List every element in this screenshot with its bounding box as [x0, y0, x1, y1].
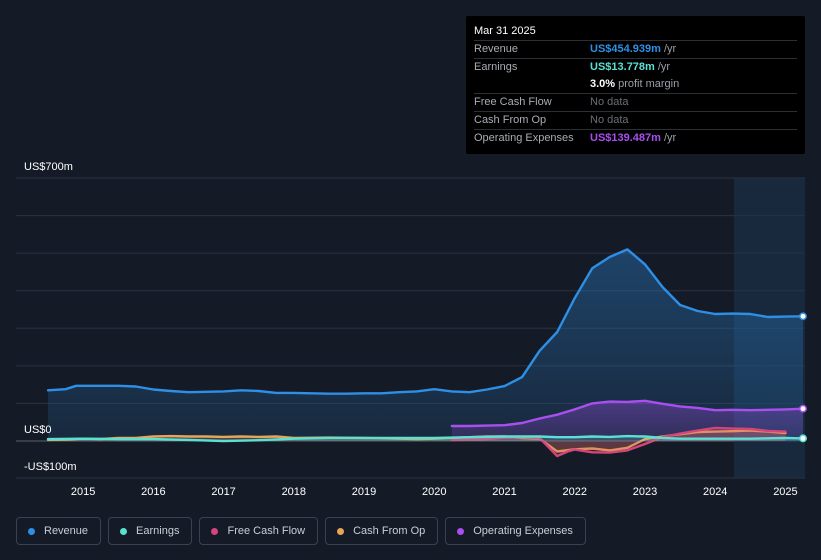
revenue-area [48, 249, 803, 441]
tooltip-label: Earnings [474, 61, 518, 73]
earnings-end-dot [799, 434, 807, 443]
cash-from-op-area [48, 430, 786, 452]
chart: US$700m US$0 -US$100m 2015 2016 2017 2018 20… [16, 161, 807, 498]
legend: Revenue Earnings Free Cash Flow Cash Fro… [16, 517, 586, 545]
revenue-line [46, 248, 805, 395]
x-tick-label: 2017 [211, 486, 235, 498]
tooltip-label: Cash From Op [474, 114, 547, 126]
tooltip-value: No data [590, 114, 629, 126]
y-tick-label-top: US$700m [24, 161, 73, 173]
legend-label: Operating Expenses [473, 525, 573, 537]
tooltip-value: US$139.487m [590, 132, 661, 144]
tooltip-row-cfo: Cash From Op No data [474, 111, 797, 129]
tooltip-value: US$454.939m [590, 43, 661, 55]
x-tick-label: 2015 [71, 486, 95, 498]
x-tick-label: 2022 [563, 486, 587, 498]
tooltip-row-fcf: Free Cash Flow No data [474, 93, 797, 111]
x-tick-label: 2023 [633, 486, 657, 498]
operating-expenses-end-dot [799, 404, 807, 413]
legend-label: Earnings [136, 525, 180, 537]
legend-label: Revenue [44, 525, 89, 537]
tooltip-label: Free Cash Flow [474, 96, 552, 108]
tooltip-row-earnings: Earnings US$13.778m /yr [474, 58, 797, 76]
legend-dot-icon [120, 527, 128, 535]
legend-label: Free Cash Flow [227, 525, 306, 537]
x-tick-label: 2024 [703, 486, 727, 498]
earnings-line [46, 434, 805, 443]
tooltip: Mar 31 2025 Revenue US$454.939m /yr Earn… [466, 16, 805, 154]
tooltip-label: Operating Expenses [474, 132, 574, 144]
tooltip-value: 3.0% [590, 78, 616, 90]
x-tick-label: 2019 [352, 486, 376, 498]
tooltip-unit: profit margin [618, 78, 680, 90]
tooltip-unit: /yr [657, 61, 671, 73]
tooltip-row-revenue: Revenue US$454.939m /yr [474, 40, 797, 58]
y-tick-label-zero: US$0 [24, 424, 52, 436]
legend-dot-icon [28, 527, 35, 535]
tooltip-date: Mar 31 2025 [474, 25, 536, 37]
legend-item-earnings[interactable]: Earnings [108, 517, 193, 545]
legend-item-cash-from-op[interactable]: Cash From Op [325, 517, 439, 545]
tooltip-value: No data [590, 96, 629, 108]
legend-dot-icon [211, 527, 219, 535]
legend-item-operating-expenses[interactable]: Operating Expenses [445, 517, 586, 545]
y-tick-label-bottom: -US$100m [24, 461, 77, 473]
tooltip-row-margin: 3.0% profit margin [474, 76, 797, 93]
legend-dot-icon [337, 527, 345, 535]
x-tick-label: 2016 [141, 486, 165, 498]
x-tick-label: 2025 [773, 486, 797, 498]
legend-item-free-cash-flow[interactable]: Free Cash Flow [199, 517, 319, 545]
tooltip-label: Revenue [474, 43, 519, 55]
x-tick-label: 2021 [492, 486, 516, 498]
tooltip-unit: /yr [663, 43, 677, 55]
x-tick-label: 2018 [282, 486, 306, 498]
free-cash-flow-area [451, 427, 786, 456]
legend-dot-icon [457, 527, 465, 535]
legend-label: Cash From Op [353, 525, 426, 537]
tooltip-row-opex: Operating Expenses US$139.487m /yr [474, 129, 797, 147]
tooltip-unit: /yr [663, 132, 677, 144]
x-tick-label: 2020 [422, 486, 446, 498]
revenue-end-dot [799, 312, 807, 321]
legend-item-revenue[interactable]: Revenue [16, 517, 102, 545]
tooltip-value: US$13.778m [590, 61, 655, 73]
operating-expenses-line [450, 399, 805, 428]
